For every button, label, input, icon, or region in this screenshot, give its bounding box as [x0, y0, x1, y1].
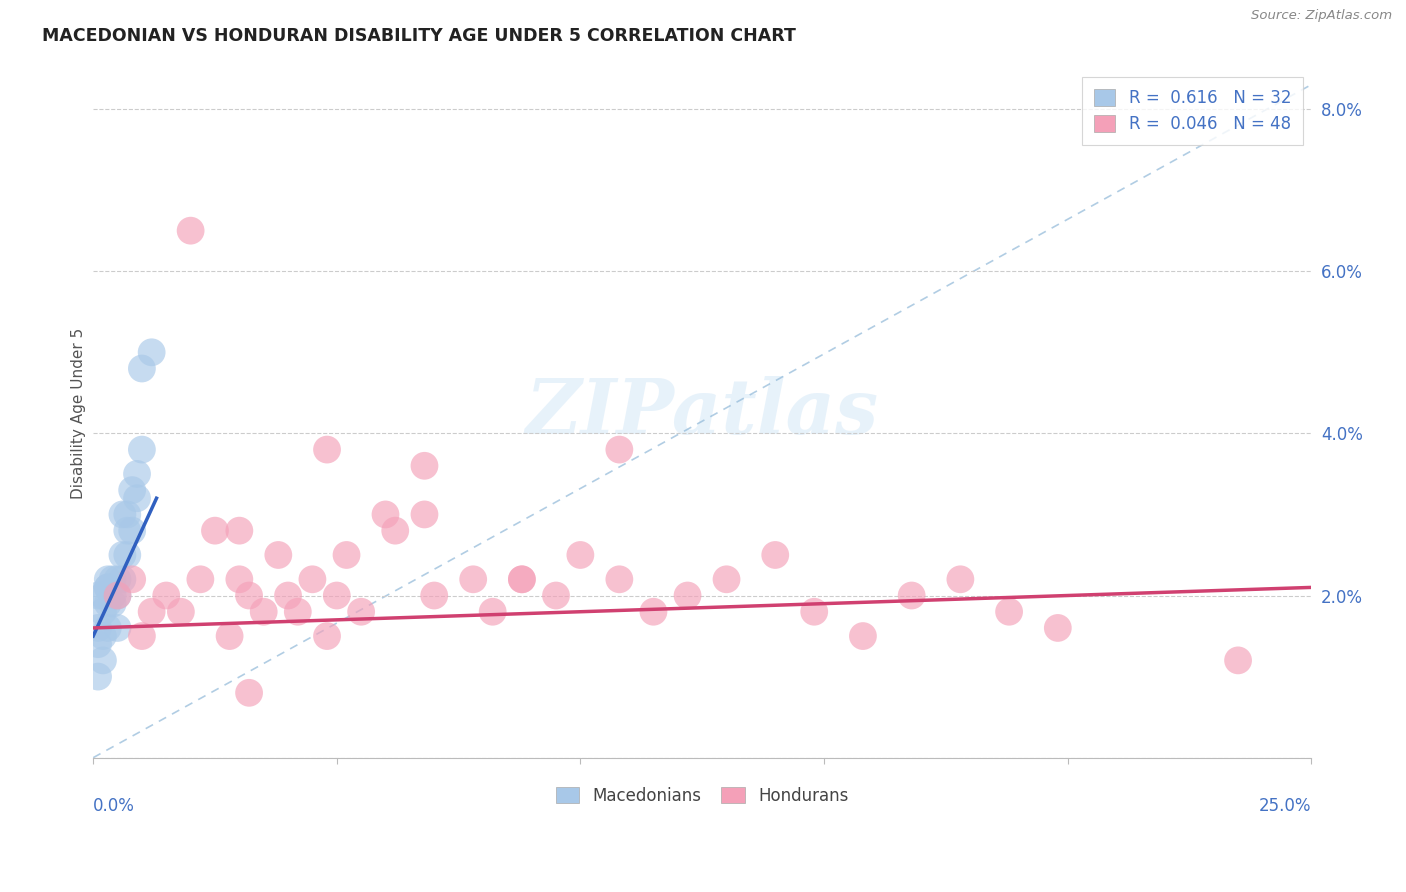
Y-axis label: Disability Age Under 5: Disability Age Under 5: [72, 327, 86, 499]
Hondurans: [301, 572, 323, 586]
Macedonians: [117, 548, 139, 562]
Hondurans: [316, 442, 339, 457]
Hondurans: [716, 572, 738, 586]
Macedonians: [107, 589, 129, 603]
Hondurans: [326, 589, 349, 603]
Hondurans: [852, 629, 875, 643]
Macedonians: [101, 572, 124, 586]
Legend: Macedonians, Hondurans: Macedonians, Hondurans: [550, 780, 855, 812]
Text: 0.0%: 0.0%: [93, 797, 135, 814]
Hondurans: [463, 572, 485, 586]
Text: 25.0%: 25.0%: [1258, 797, 1312, 814]
Hondurans: [253, 605, 276, 619]
Hondurans: [374, 508, 396, 522]
Macedonians: [87, 637, 110, 651]
Macedonians: [141, 345, 163, 359]
Hondurans: [643, 605, 665, 619]
Macedonians: [91, 629, 114, 643]
Hondurans: [287, 605, 309, 619]
Macedonians: [101, 597, 124, 611]
Hondurans: [384, 524, 406, 538]
Hondurans: [510, 572, 533, 586]
Hondurans: [350, 605, 373, 619]
Hondurans: [190, 572, 212, 586]
Macedonians: [121, 524, 143, 538]
Hondurans: [204, 524, 226, 538]
Macedonians: [107, 572, 129, 586]
Macedonians: [91, 605, 114, 619]
Macedonians: [117, 524, 139, 538]
Hondurans: [277, 589, 299, 603]
Hondurans: [267, 548, 290, 562]
Hondurans: [763, 548, 786, 562]
Hondurans: [170, 605, 193, 619]
Hondurans: [900, 589, 922, 603]
Macedonians: [97, 572, 120, 586]
Macedonians: [97, 581, 120, 595]
Hondurans: [141, 605, 163, 619]
Hondurans: [510, 572, 533, 586]
Hondurans: [228, 572, 250, 586]
Hondurans: [121, 572, 143, 586]
Hondurans: [218, 629, 240, 643]
Macedonians: [111, 572, 134, 586]
Hondurans: [949, 572, 972, 586]
Hondurans: [1046, 621, 1069, 635]
Hondurans: [544, 589, 567, 603]
Text: Source: ZipAtlas.com: Source: ZipAtlas.com: [1251, 9, 1392, 22]
Macedonians: [117, 508, 139, 522]
Macedonians: [125, 467, 148, 481]
Macedonians: [107, 621, 129, 635]
Hondurans: [803, 605, 825, 619]
Macedonians: [97, 597, 120, 611]
Hondurans: [413, 508, 436, 522]
Hondurans: [316, 629, 339, 643]
Macedonians: [121, 483, 143, 497]
Macedonians: [87, 670, 110, 684]
Macedonians: [97, 621, 120, 635]
Hondurans: [238, 686, 260, 700]
Macedonians: [111, 508, 134, 522]
Macedonians: [131, 361, 153, 376]
Hondurans: [238, 589, 260, 603]
Text: ZIPatlas: ZIPatlas: [526, 376, 879, 450]
Hondurans: [155, 589, 177, 603]
Hondurans: [413, 458, 436, 473]
Hondurans: [481, 605, 503, 619]
Macedonians: [87, 589, 110, 603]
Hondurans: [423, 589, 446, 603]
Hondurans: [609, 572, 631, 586]
Macedonians: [91, 653, 114, 667]
Hondurans: [569, 548, 592, 562]
Hondurans: [107, 589, 129, 603]
Hondurans: [131, 629, 153, 643]
Macedonians: [87, 621, 110, 635]
Macedonians: [125, 491, 148, 506]
Hondurans: [998, 605, 1021, 619]
Macedonians: [101, 589, 124, 603]
Text: MACEDONIAN VS HONDURAN DISABILITY AGE UNDER 5 CORRELATION CHART: MACEDONIAN VS HONDURAN DISABILITY AGE UN…: [42, 27, 796, 45]
Hondurans: [609, 442, 631, 457]
Macedonians: [97, 581, 120, 595]
Hondurans: [228, 524, 250, 538]
Macedonians: [91, 589, 114, 603]
Hondurans: [676, 589, 699, 603]
Macedonians: [131, 442, 153, 457]
Hondurans: [180, 224, 202, 238]
Hondurans: [335, 548, 357, 562]
Hondurans: [1227, 653, 1250, 667]
Macedonians: [111, 548, 134, 562]
